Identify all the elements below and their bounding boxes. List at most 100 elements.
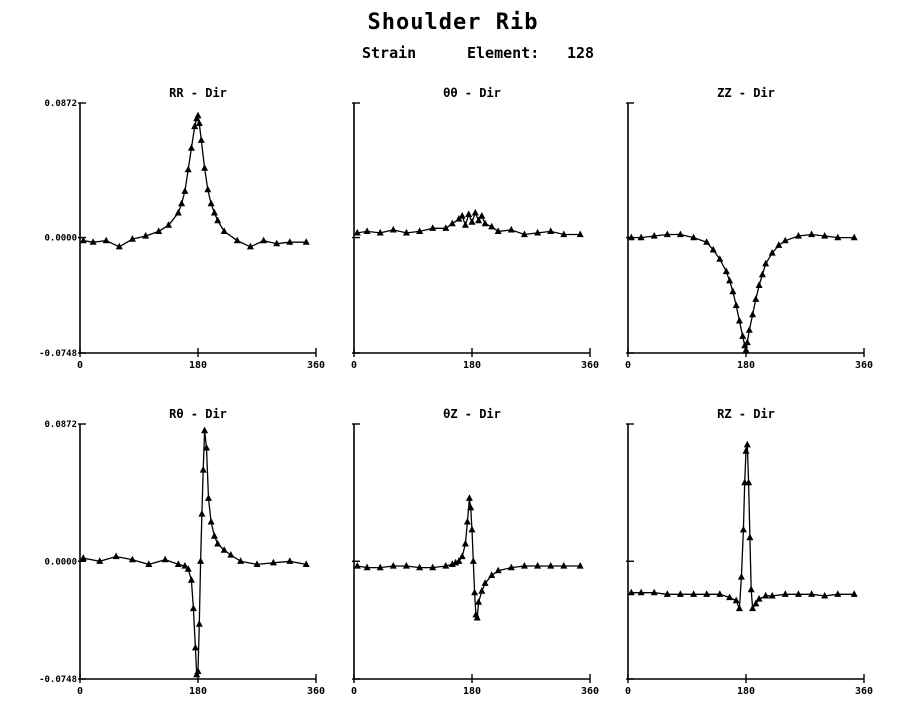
- data-point: [768, 591, 776, 599]
- data-point: [363, 563, 371, 571]
- x-tick-label: 0: [351, 686, 357, 697]
- data-point: [210, 532, 218, 539]
- data-point: [442, 224, 450, 231]
- data-point: [389, 225, 397, 233]
- data-point: [194, 667, 202, 674]
- data-point: [174, 560, 182, 567]
- data-point: [191, 122, 199, 130]
- x-tick-label: 180: [463, 360, 481, 371]
- data-point: [178, 199, 186, 207]
- data-point: [534, 228, 542, 236]
- data-point: [743, 440, 751, 448]
- data-point: [507, 225, 515, 233]
- data-point: [187, 576, 195, 583]
- data-point: [353, 228, 361, 236]
- data-point: [746, 533, 754, 541]
- subplot-title: RZ - Dir: [717, 407, 775, 421]
- x-tick-label: 360: [581, 686, 599, 697]
- data-point: [286, 557, 294, 564]
- data-point: [448, 219, 456, 227]
- data-point: [663, 230, 671, 238]
- data-point: [768, 249, 776, 256]
- data-point: [302, 238, 310, 245]
- data-point: [749, 310, 757, 318]
- x-tick-label: 0: [77, 360, 83, 371]
- subplot-2: 0 180 360 θθ - Dir: [351, 86, 599, 371]
- data-point: [214, 216, 222, 224]
- data-point: [650, 588, 658, 596]
- data-point: [389, 562, 397, 569]
- data-point: [494, 227, 502, 234]
- y-tick-label: 0.0000: [44, 557, 77, 567]
- data-point: [461, 539, 469, 547]
- x-tick-label: 180: [737, 360, 755, 371]
- data-point: [197, 557, 205, 564]
- data-point: [155, 227, 163, 234]
- series-line: [83, 113, 307, 248]
- data-point: [468, 525, 476, 533]
- data-point: [376, 228, 384, 236]
- y-tick-label: 0.0000: [44, 234, 77, 244]
- data-point: [204, 185, 212, 193]
- data-point: [473, 613, 481, 621]
- data-point: [729, 287, 737, 295]
- data-point: [191, 643, 199, 651]
- data-point: [703, 238, 711, 245]
- y-tick-label: 0.0872: [44, 99, 77, 109]
- data-point: [794, 590, 802, 597]
- data-point: [195, 119, 203, 126]
- data-point: [79, 236, 87, 244]
- data-point: [184, 565, 192, 572]
- series-line: [631, 444, 855, 611]
- data-point: [663, 590, 671, 597]
- subplot-title: θZ - Dir: [443, 407, 501, 421]
- figure-title: Shoulder Rib: [367, 10, 539, 35]
- data-point: [416, 563, 424, 571]
- data-point: [758, 270, 766, 278]
- data-point: [161, 555, 169, 563]
- data-point: [794, 232, 802, 239]
- x-tick-label: 180: [189, 360, 207, 371]
- data-point: [743, 338, 751, 346]
- data-point: [520, 562, 528, 569]
- data-point: [834, 590, 842, 597]
- x-tick-label: 360: [581, 360, 599, 371]
- data-point: [755, 595, 763, 602]
- data-point: [455, 557, 463, 564]
- data-point: [187, 144, 195, 151]
- data-point: [726, 593, 734, 601]
- data-point: [471, 208, 479, 216]
- data-point: [195, 620, 203, 627]
- data-point: [207, 199, 215, 207]
- data-point: [745, 478, 753, 486]
- data-point: [96, 557, 104, 564]
- subplot-4: 0 180 360 0.0872 0.0000 -0.0748 Rθ - Dir: [39, 407, 325, 697]
- data-point: [732, 301, 740, 309]
- data-point: [302, 560, 310, 567]
- data-point: [749, 604, 757, 612]
- figure-subtitle: Strain: [362, 44, 417, 62]
- y-tick-label: -0.0748: [39, 349, 77, 359]
- data-point: [520, 230, 528, 238]
- data-point: [576, 230, 584, 238]
- data-point: [762, 259, 770, 267]
- subplot-5: 0 180 360 θZ - Dir: [351, 407, 599, 697]
- x-tick-label: 180: [463, 686, 481, 697]
- data-point: [458, 212, 466, 219]
- data-point: [709, 245, 717, 253]
- element-value: 128: [567, 44, 595, 62]
- data-point: [745, 326, 753, 333]
- x-tick-label: 180: [189, 686, 207, 697]
- data-point: [467, 503, 475, 511]
- data-point: [507, 563, 515, 571]
- data-point: [475, 216, 483, 224]
- data-point: [269, 558, 277, 566]
- data-point: [627, 588, 635, 596]
- series-line: [83, 430, 307, 675]
- data-point: [690, 233, 698, 241]
- data-point: [732, 596, 740, 604]
- data-point: [752, 599, 760, 607]
- data-point: [205, 494, 212, 501]
- data-point: [246, 242, 254, 250]
